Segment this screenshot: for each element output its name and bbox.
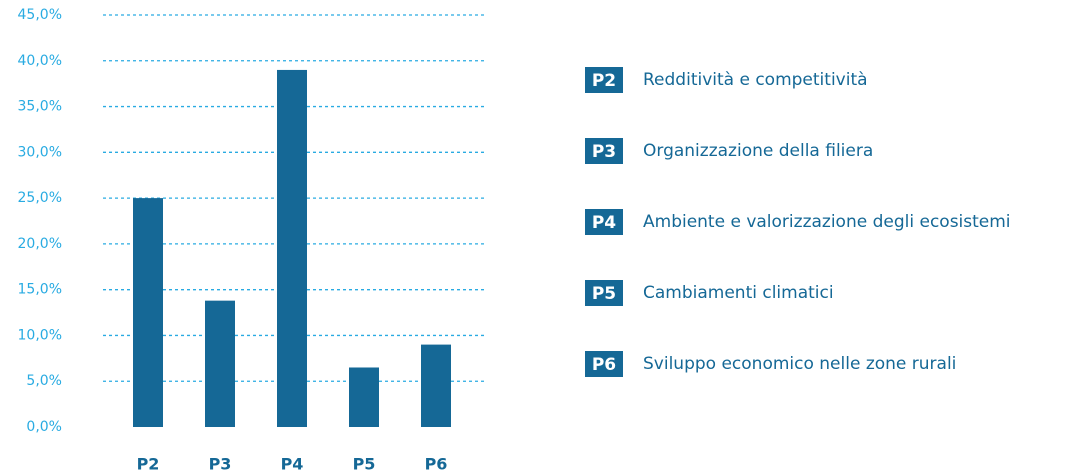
x-tick-label: P2 xyxy=(137,455,160,474)
bar xyxy=(205,301,235,427)
bar xyxy=(277,70,307,427)
y-tick-label: 5,0% xyxy=(26,373,62,389)
legend-code: P4 xyxy=(592,213,616,233)
x-tick-label: P6 xyxy=(425,455,448,474)
x-tick-label: P3 xyxy=(209,455,232,474)
y-tick-label: 15,0% xyxy=(18,282,62,298)
x-tick-label: P4 xyxy=(281,455,304,474)
y-tick-label: 0,0% xyxy=(26,419,62,435)
legend-code: P2 xyxy=(592,71,616,91)
y-tick-label: 30,0% xyxy=(18,144,62,160)
y-tick-label: 35,0% xyxy=(18,99,62,115)
legend-code: P5 xyxy=(592,284,616,304)
x-tick-label: P5 xyxy=(353,455,376,474)
legend-code: P3 xyxy=(592,142,616,162)
legend-label: Redditività e competitività xyxy=(643,70,868,90)
bar xyxy=(133,198,163,427)
y-tick-label: 10,0% xyxy=(18,327,62,343)
legend-code: P6 xyxy=(592,355,616,375)
y-tick-label: 45,0% xyxy=(18,7,62,23)
legend-label: Ambiente e valorizzazione degli ecosiste… xyxy=(643,212,1011,232)
chart: 0,0% 5,0% 10,0% 15,0% 20,0% 25,0% 30,0% 35,0% 40… xyxy=(0,0,1069,476)
legend-label: Organizzazione della filiera xyxy=(643,141,873,161)
y-tick-label: 20,0% xyxy=(18,236,62,252)
legend-label: Sviluppo economico nelle zone rurali xyxy=(643,354,956,374)
y-tick-label: 25,0% xyxy=(18,190,62,206)
bar xyxy=(349,367,379,427)
y-tick-label: 40,0% xyxy=(18,53,62,69)
legend-label: Cambiamenti climatici xyxy=(643,283,834,303)
bar xyxy=(421,345,451,427)
